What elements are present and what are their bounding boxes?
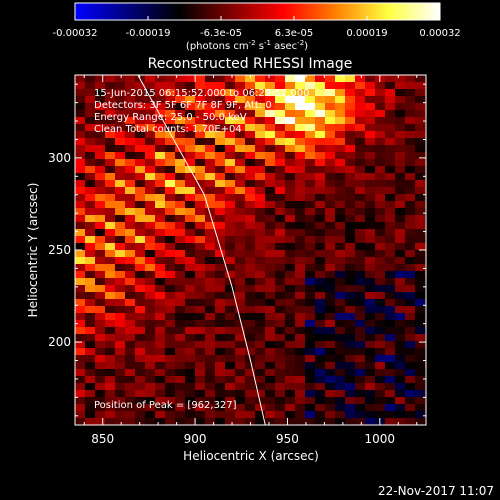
- colorbar-tick-label: 6.3e-05: [275, 28, 313, 39]
- x-tick-label: 950: [276, 432, 299, 446]
- y-tick-label: 200: [48, 335, 71, 349]
- colorbar-tick-label: -0.00019: [126, 28, 171, 39]
- solar-limb-arc: [137, 75, 266, 425]
- colorbar-tick-label: -6.3e-05: [200, 28, 242, 39]
- colorbar-tick-label: -0.00032: [53, 28, 98, 39]
- x-axis-label: Heliocentric X (arcsec): [183, 449, 319, 463]
- x-tick-label: 900: [184, 432, 207, 446]
- colorbar-tick-label: 0.00032: [419, 28, 460, 39]
- colorbar-tick-label: 0.00019: [346, 28, 387, 39]
- annotation-peak: Position of Peak = [962,327]: [94, 400, 237, 411]
- colorbar-ticks: -0.00032 -0.00019 -6.3e-05 6.3e-05 0.00019 0.…: [53, 16, 461, 39]
- y-tick-label: 250: [48, 243, 71, 257]
- annotation-time-range: 15-Jun-2015 06:15:52.000 to 06:23:52.000: [94, 88, 310, 99]
- colorbar: [74, 2, 441, 21]
- y-tick-label: 300: [48, 151, 71, 165]
- x-tick-label: 850: [91, 432, 114, 446]
- footer-timestamp: 22-Nov-2017 11:07: [378, 484, 494, 498]
- x-tick-label: 1000: [365, 432, 396, 446]
- chart-title: Reconstructed RHESSI Image: [148, 56, 353, 72]
- annotation-energy: Energy Range: 25.0 - 50.0 keV: [94, 112, 247, 123]
- annotation-detectors: Detectors: 3F 5F 6F 7F 8F 9F, Att: 0: [94, 100, 272, 111]
- y-axis-label: Heliocentric Y (arcsec): [26, 183, 40, 318]
- heatmap-image: [75, 75, 426, 425]
- colorbar-units: (photons cm-2 s-1 asec-2): [186, 39, 308, 52]
- axis-ticks: 850 900 950 1000 200 250 300: [48, 75, 426, 446]
- annotation-clean: Clean Total counts: 1.70E+04: [94, 124, 242, 135]
